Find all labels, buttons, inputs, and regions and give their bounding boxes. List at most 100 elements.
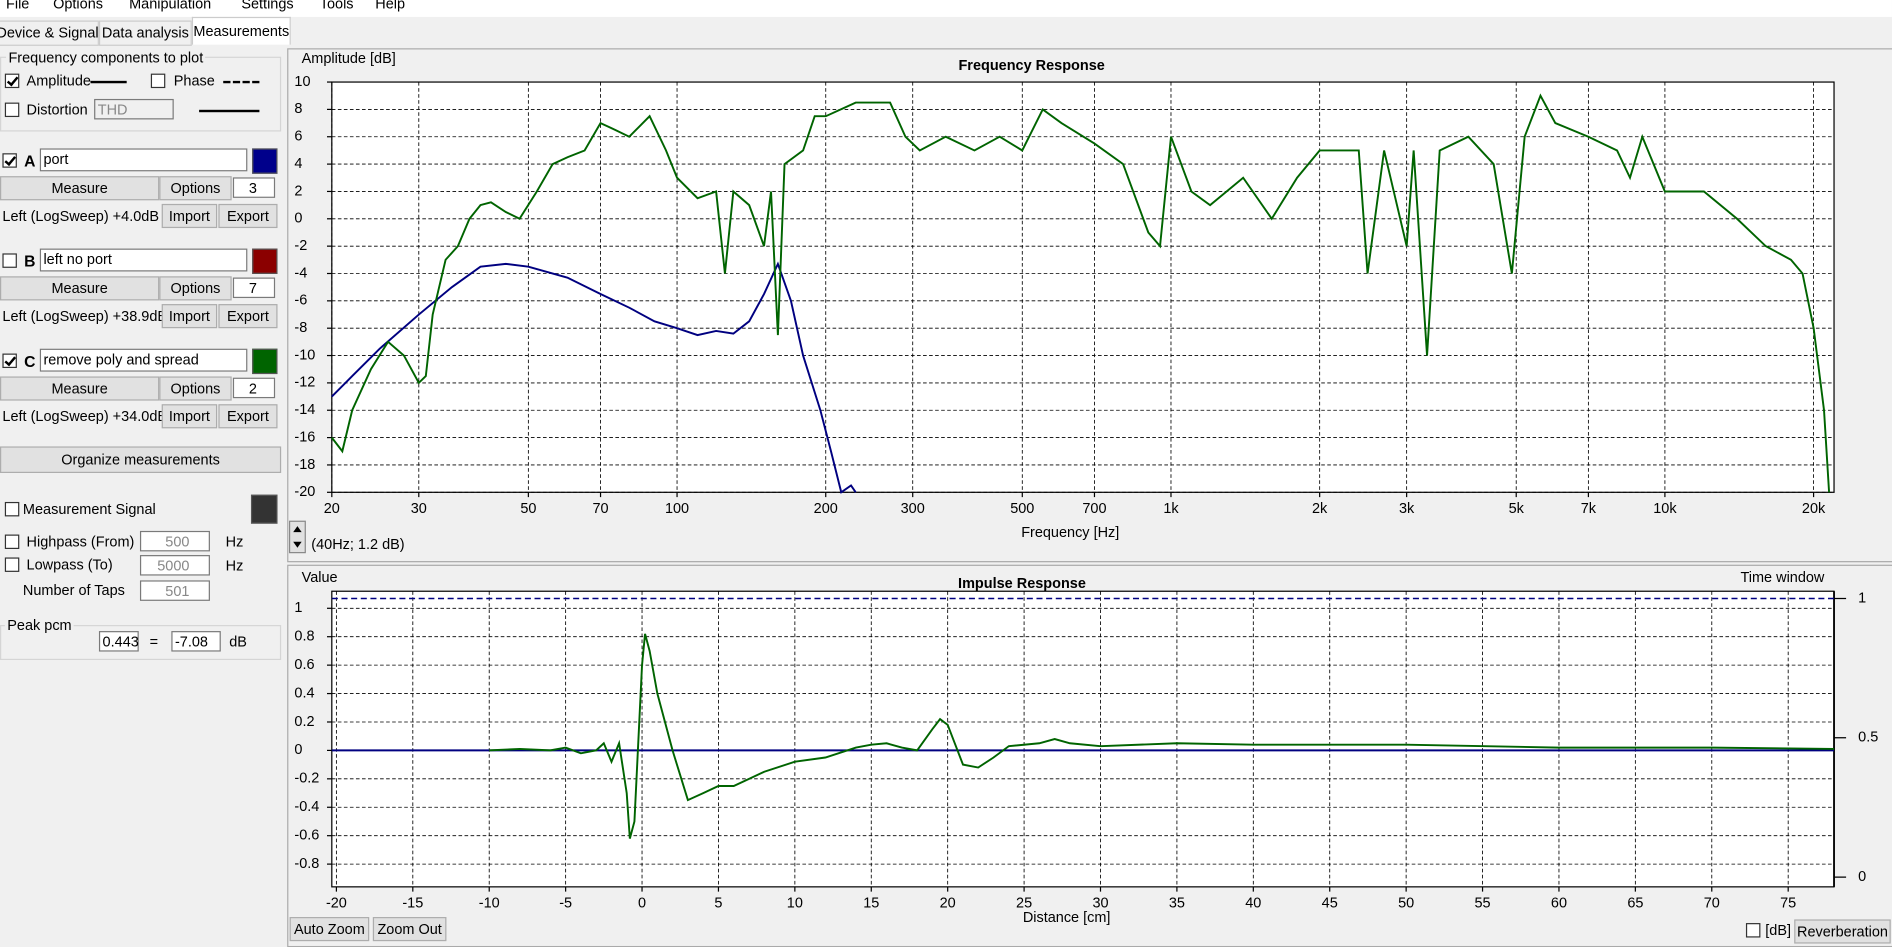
menu-item[interactable]: Settings <box>241 0 294 13</box>
spin-box[interactable]: 3 <box>232 177 276 198</box>
x-tick-label: 50 <box>1398 896 1414 912</box>
label: Lowpass (To) <box>26 556 113 574</box>
y2-tick-label: 0.5 <box>1858 730 1878 746</box>
tab[interactable]: Data analysis <box>98 20 192 46</box>
line-style <box>90 80 127 84</box>
x-tick-label: -10 <box>479 896 500 912</box>
y-tick-label: -14 <box>294 402 315 418</box>
button[interactable]: Import <box>161 203 218 229</box>
y-tick-label: -0.2 <box>294 771 319 787</box>
button[interactable]: Export <box>218 203 278 229</box>
x-tick-label: 3k <box>1399 501 1415 517</box>
y-tick-label: -6 <box>294 293 307 309</box>
checkbox[interactable] <box>150 73 166 89</box>
button[interactable]: Import <box>161 404 218 429</box>
x-tick-label: 25 <box>1016 896 1032 912</box>
plot-area <box>331 81 1835 493</box>
y-tick-label: -4 <box>294 265 307 281</box>
button[interactable]: Auto Zoom <box>289 917 370 942</box>
menu-item[interactable]: Tools <box>319 0 354 13</box>
x-tick-label: 20k <box>1802 501 1826 517</box>
x-axis-label: Frequency [Hz] <box>1021 525 1119 541</box>
label: Amplitude <box>26 72 91 90</box>
button[interactable]: Export <box>218 404 278 429</box>
dropdown[interactable]: port <box>39 148 248 172</box>
y-axis-label: Value <box>302 570 338 586</box>
series-line <box>331 261 857 494</box>
checkbox[interactable] <box>2 353 17 369</box>
button[interactable]: Measure <box>0 376 160 401</box>
dropdown[interactable]: remove poly and spread <box>39 348 248 372</box>
menu-item[interactable]: Manipulation <box>129 0 212 13</box>
x-tick-label: 200 <box>814 501 838 517</box>
x-tick-label: 75 <box>1780 896 1796 912</box>
y-tick-label: -2 <box>294 238 307 254</box>
series-line <box>489 633 1835 839</box>
spin-box[interactable]: 5000 <box>139 555 210 576</box>
checkbox[interactable] <box>4 501 20 517</box>
spin-box[interactable]: 500 <box>139 530 210 552</box>
swatch[interactable] <box>252 348 278 375</box>
checkbox[interactable] <box>4 73 20 89</box>
swatch[interactable] <box>252 148 278 174</box>
x-tick-label: 20 <box>324 501 340 517</box>
tab[interactable]: Device & Signal <box>0 20 99 46</box>
source: Left (LogSweep) +4.0dB <box>2 207 159 225</box>
button[interactable]: Options <box>159 376 232 401</box>
button[interactable]: Options <box>159 176 232 201</box>
button[interactable]: Measure <box>0 276 160 301</box>
source: Left (LogSweep) +38.9dB <box>2 307 168 325</box>
x-tick-label: 70 <box>592 501 608 517</box>
button[interactable]: Organize measurements <box>0 446 282 473</box>
menu-item[interactable]: File <box>6 0 30 13</box>
label: = <box>149 633 159 651</box>
dropdown[interactable]: left no port <box>39 248 248 272</box>
swatch[interactable] <box>252 248 278 274</box>
spin-button[interactable] <box>288 520 306 554</box>
tab-active[interactable]: Measurements <box>191 16 291 45</box>
button[interactable]: Import <box>161 304 218 329</box>
x-tick-label: 1k <box>1163 501 1179 517</box>
menu-item[interactable]: Help <box>375 0 406 13</box>
y2-tick-label: 0 <box>1858 869 1866 885</box>
button[interactable]: Export <box>218 304 278 329</box>
button[interactable]: Options <box>159 276 232 301</box>
y-tick-label: -16 <box>294 429 315 445</box>
arrows <box>293 526 302 548</box>
button[interactable]: Measure <box>0 176 160 201</box>
spin-box[interactable]: 7 <box>232 277 276 299</box>
y-tick-label: -18 <box>294 457 315 473</box>
button[interactable]: Zoom Out <box>372 917 447 942</box>
x-tick-label: 5 <box>714 896 722 912</box>
y-tick-label: -0.6 <box>294 828 319 844</box>
checkbox[interactable] <box>2 153 17 168</box>
dropdown[interactable]: THD <box>94 98 174 120</box>
checkbox[interactable] <box>1745 923 1761 938</box>
checkbox[interactable] <box>4 102 20 118</box>
y-tick-label: -8 <box>294 320 307 336</box>
x-tick-label: 45 <box>1322 896 1338 912</box>
y-tick-label: 0 <box>294 211 302 227</box>
spin-box[interactable]: 501 <box>139 580 210 601</box>
group-title: Peak pcm <box>4 616 75 634</box>
button[interactable]: Reverberation <box>1794 919 1891 944</box>
y-tick-label: 0 <box>294 742 302 758</box>
swatch[interactable] <box>250 494 278 524</box>
checkbox[interactable] <box>4 534 20 550</box>
x-tick-label: 5k <box>1509 501 1525 517</box>
x-tick-label: 10k <box>1653 501 1677 517</box>
series-line <box>331 93 1831 493</box>
y-tick-label: -0.4 <box>294 799 319 815</box>
y-tick-label: -10 <box>294 347 315 363</box>
menu-item[interactable]: Options <box>53 0 103 13</box>
label: Number of Taps <box>22 581 125 599</box>
value-box: 0.443 <box>98 631 139 652</box>
spin-box[interactable]: 2 <box>232 377 276 399</box>
x-tick-label: 30 <box>1092 896 1108 912</box>
x-tick-label: 20 <box>940 896 956 912</box>
checkbox[interactable] <box>2 253 17 268</box>
checkbox[interactable] <box>4 557 20 572</box>
y-tick-label: -0.8 <box>294 856 319 872</box>
y-tick-label: 8 <box>294 101 302 117</box>
